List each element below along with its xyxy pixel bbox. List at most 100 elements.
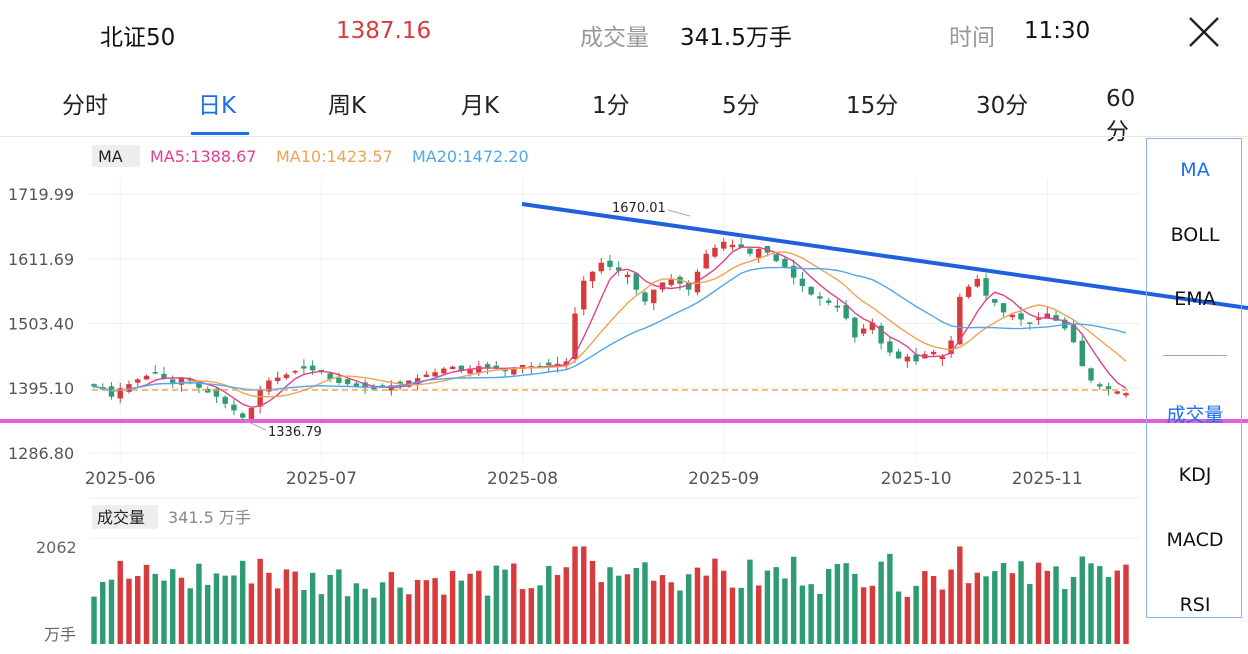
indicator-ema[interactable]: EMA [1174, 288, 1216, 310]
candle-body [764, 246, 771, 253]
indicator-volume[interactable]: 成交量 [1166, 404, 1224, 426]
candle-body [1018, 313, 1024, 320]
candle-body [1035, 318, 1042, 320]
volume-bar [790, 556, 797, 644]
candle-body [782, 259, 788, 267]
volume-bar [266, 572, 272, 644]
candle-body [493, 365, 500, 369]
volume-bar [432, 578, 438, 644]
candle-body [904, 356, 911, 362]
candle-body [1079, 340, 1085, 367]
x-tick-label: 2025-07 [286, 469, 357, 489]
x-axis-grid: 2025-06 2025-07 2025-08 2025-09 2025-10 2025-… [85, 178, 1083, 489]
volume-bar [143, 564, 150, 644]
volume-bar [965, 583, 972, 644]
candle-body [143, 375, 150, 380]
volume-bar [834, 563, 841, 644]
candle-body [974, 278, 981, 287]
x-tick-label: 2025-10 [881, 469, 952, 489]
candle-body [91, 384, 97, 387]
volume-bar [1114, 570, 1120, 644]
volume-bar [1027, 584, 1033, 644]
volume-bar [782, 578, 788, 644]
tab-5min[interactable]: 5分 [722, 93, 760, 119]
candle-body [633, 273, 639, 290]
candle-body [957, 296, 963, 345]
volume-bar [948, 569, 954, 644]
candle-body [790, 265, 797, 278]
candle-body [449, 366, 456, 370]
high-annotation: 1670.01 [612, 201, 666, 216]
indicator-ma[interactable]: MA [1180, 159, 1210, 181]
tab-monthly-k[interactable]: 月K [461, 93, 500, 119]
volume-bar [686, 574, 692, 644]
candle-body [178, 378, 185, 385]
candle-body [642, 292, 648, 302]
tab-30min[interactable]: 30分 [976, 93, 1029, 119]
volume-bar [869, 585, 876, 644]
candle-body [292, 370, 298, 373]
close-icon[interactable] [1186, 14, 1222, 50]
candle-body [170, 379, 176, 383]
volume-bar [992, 571, 998, 644]
resistance-trendline [521, 202, 1248, 310]
candle-body [799, 278, 806, 287]
volume-bar [1123, 564, 1129, 644]
tab-intraday[interactable]: 分时 [62, 93, 108, 119]
time-label: 时间 [949, 25, 995, 51]
volume-bar [939, 589, 946, 644]
ma-legend-label: MA [98, 147, 123, 166]
candle-body [729, 244, 736, 248]
volume-bar [467, 573, 473, 644]
candle-body [913, 354, 919, 362]
volume-value: 341.5万手 [680, 25, 792, 51]
volume-bar [913, 585, 919, 644]
candle-body [161, 373, 167, 379]
volume-bar [108, 579, 115, 644]
volume-bar [344, 596, 351, 644]
candle-body [869, 322, 876, 330]
tab-60min[interactable]: 60分 [1106, 86, 1136, 145]
candle-body [546, 362, 552, 365]
volume-bar [1053, 566, 1059, 644]
x-tick-label: 2025-06 [85, 469, 156, 489]
volume-bar [651, 580, 657, 644]
volume-bar [458, 580, 465, 644]
volume-bar [607, 567, 613, 644]
volume-bar [598, 582, 604, 644]
x-tick-label: 2025-08 [487, 469, 558, 489]
tab-1min[interactable]: 1分 [592, 93, 630, 119]
volume-bar [397, 587, 403, 644]
candle-body [651, 289, 657, 304]
ma10-line [93, 251, 1127, 398]
indicator-macd[interactable]: MACD [1166, 529, 1224, 551]
candle-body [344, 379, 351, 385]
candle-body [266, 380, 272, 392]
active-tab-underline [191, 132, 249, 135]
y-axis-grid: 1719.99 1611.69 1503.40 1395.10 1286.80 [8, 185, 1140, 463]
indicator-boll[interactable]: BOLL [1170, 224, 1220, 246]
volume-bar [204, 584, 211, 644]
volume-bar [117, 560, 123, 644]
candle-body [852, 317, 858, 338]
candle-body [327, 373, 333, 380]
volume-bar [843, 563, 849, 644]
candle-body [1000, 303, 1007, 313]
candle-body [441, 368, 447, 374]
candle-body [1123, 393, 1129, 396]
candle-body [563, 361, 569, 365]
tab-weekly-k[interactable]: 周K [328, 93, 367, 119]
tab-15min[interactable]: 15分 [846, 93, 899, 119]
volume-bar [764, 570, 771, 644]
candle-body [152, 372, 158, 374]
indicator-rsi[interactable]: RSI [1179, 594, 1211, 616]
y-tick-label: 1395.10 [8, 379, 74, 398]
ma-lines [93, 246, 1127, 409]
volume-bar [1062, 589, 1068, 644]
period-tabs: 分时 日K 周K 月K 1分 5分 15分 30分 60分 [0, 80, 1140, 145]
indicator-kdj[interactable]: KDJ [1178, 464, 1212, 486]
tab-daily-k[interactable]: 日K [198, 93, 237, 119]
candle-body [887, 341, 893, 353]
volume-bar [887, 553, 893, 644]
candle-body [511, 367, 517, 375]
